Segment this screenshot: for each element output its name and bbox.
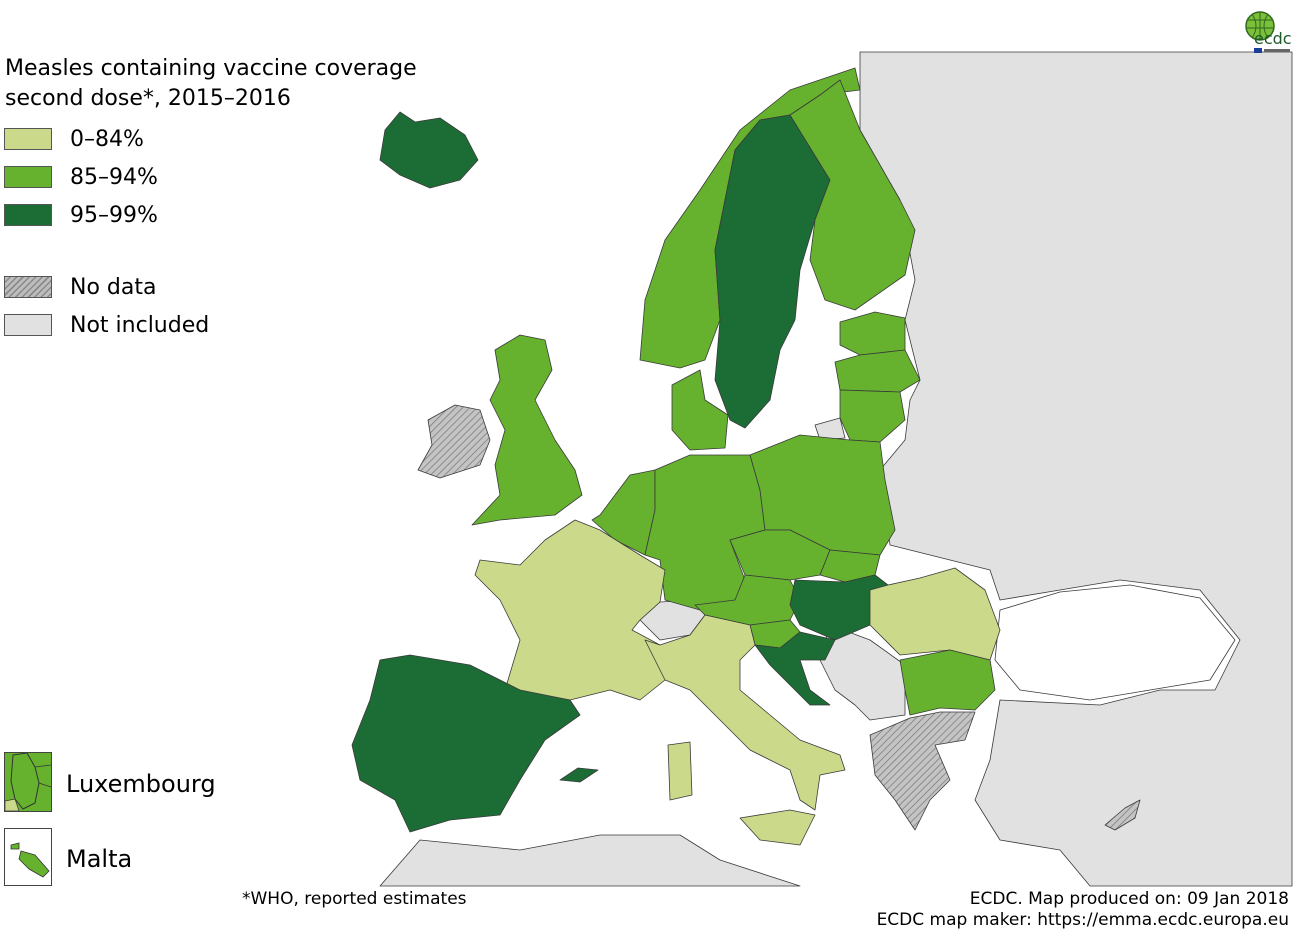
region-not-included-kaliningrad	[814, 417, 846, 441]
region-not-included-africa	[379, 834, 801, 887]
legend-swatch-hatched	[4, 276, 52, 298]
inset-luxembourg	[4, 752, 52, 812]
country-spain-portugal	[351, 654, 581, 833]
black-sea	[994, 584, 1236, 701]
country-united-kingdom	[471, 334, 583, 526]
legend-item-no-data: No data	[4, 274, 157, 300]
country-italy-sardinia	[667, 741, 693, 801]
country-italy	[644, 614, 846, 811]
country-iceland	[379, 111, 479, 189]
country-lithuania	[839, 389, 906, 443]
svg-text:ecdc: ecdc	[1254, 29, 1292, 48]
legend-item-85-94: 85–94%	[4, 164, 158, 190]
ecdc-logo: ecdc	[1240, 6, 1294, 54]
country-italy-sicily	[739, 809, 816, 846]
country-estonia	[839, 311, 906, 356]
country-poland	[749, 434, 896, 556]
country-latvia	[834, 349, 921, 393]
country-greece	[869, 711, 976, 831]
legend-label: 95–99%	[70, 202, 158, 228]
inset-label-malta: Malta	[66, 845, 133, 873]
country-slovakia	[819, 549, 881, 583]
country-romania	[869, 567, 1001, 661]
legend-label: No data	[70, 274, 157, 300]
country-sweden	[714, 114, 831, 429]
region-not-included-east	[859, 51, 1293, 887]
legend-item-not-included: Not included	[4, 312, 210, 338]
inset-label-luxembourg: Luxembourg	[66, 770, 216, 798]
country-ireland	[417, 404, 491, 479]
country-bulgaria	[899, 649, 996, 716]
footnote: *WHO, reported estimates	[242, 889, 467, 909]
country-finland	[789, 79, 916, 311]
credit-produced-on: ECDC. Map produced on: 09 Jan 2018	[969, 889, 1289, 909]
legend-label: 0–84%	[70, 126, 144, 152]
legend-swatch-grey	[4, 314, 52, 336]
country-spain-balearic	[559, 767, 599, 783]
legend-label: Not included	[70, 312, 210, 338]
country-cyprus	[1104, 799, 1141, 831]
credit-map-maker: ECDC map maker: https://emma.ecdc.europa…	[876, 910, 1289, 930]
legend-swatch-dark	[4, 204, 52, 226]
map-title-line-1: Measles containing vaccine coverage	[5, 56, 417, 81]
legend-swatch-light	[4, 128, 52, 150]
legend-swatch-mid	[4, 166, 52, 188]
legend-label: 85–94%	[70, 164, 158, 190]
legend-item-0-84: 0–84%	[4, 126, 144, 152]
country-croatia	[754, 631, 836, 706]
country-denmark	[671, 369, 729, 451]
inset-malta	[4, 828, 52, 886]
legend-item-95-99: 95–99%	[4, 202, 158, 228]
region-not-included-balkans	[819, 624, 906, 721]
map-title-line-2: second dose*, 2015–2016	[5, 86, 291, 111]
map-title: Measles containing vaccine coverage seco…	[5, 54, 417, 114]
